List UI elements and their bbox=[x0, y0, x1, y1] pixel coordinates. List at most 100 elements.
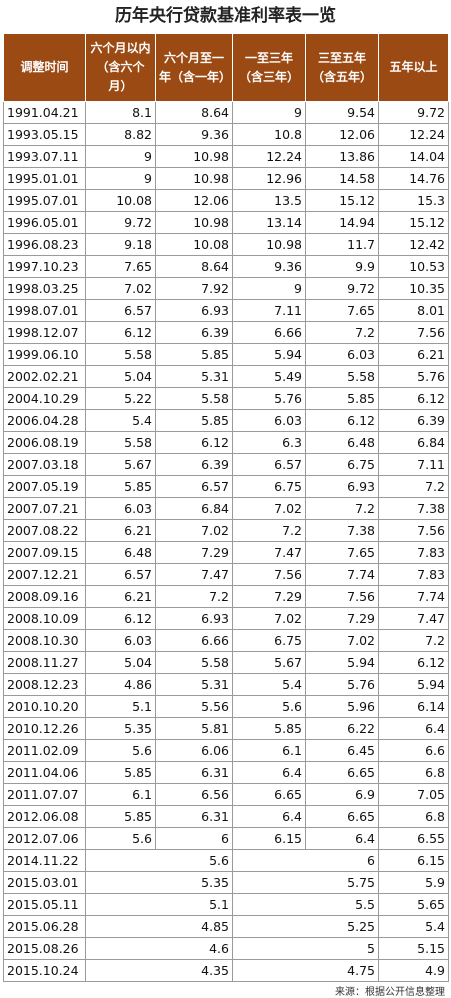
rate-cell: 7.2 bbox=[305, 321, 379, 344]
rate-table: 调整时间 六个月以内（含六个月） 六个月至一年（含一年） 一至三年（含三年） 三至五年（… bbox=[3, 33, 449, 982]
rate-cell: 6.4 bbox=[378, 717, 449, 740]
rate-cell: 7.56 bbox=[378, 321, 449, 344]
date-cell: 2008.10.09 bbox=[3, 607, 86, 630]
rate-cell: 6.12 bbox=[305, 409, 379, 432]
rate-cell: 6.65 bbox=[305, 805, 379, 828]
date-cell: 2015.03.01 bbox=[3, 871, 86, 894]
rate-cell: 6.8 bbox=[378, 761, 449, 784]
rate-cell: 5.5 bbox=[232, 893, 379, 916]
rate-cell: 6.15 bbox=[232, 827, 306, 850]
rate-cell: 7.74 bbox=[378, 585, 449, 608]
table-row: 2008.10.09 6.12 6.93 7.02 7.29 7.47 bbox=[3, 607, 449, 630]
rate-cell: 6.39 bbox=[378, 409, 449, 432]
date-cell: 2007.07.21 bbox=[3, 497, 86, 520]
header-cell: 六个月以内（含六个月） bbox=[85, 33, 156, 102]
date-cell: 2008.12.23 bbox=[3, 673, 86, 696]
table-row: 2006.08.19 5.58 6.12 6.3 6.48 6.84 bbox=[3, 431, 449, 454]
rate-cell: 14.76 bbox=[378, 167, 449, 190]
title: 历年央行贷款基准利率表一览 bbox=[115, 6, 336, 26]
rate-cell: 12.24 bbox=[232, 145, 306, 168]
header-cell: 一至三年（含三年） bbox=[232, 33, 306, 102]
rate-cell: 5.94 bbox=[232, 343, 306, 366]
rate-cell: 7.29 bbox=[232, 585, 306, 608]
rate-cell: 5.85 bbox=[85, 761, 156, 784]
rate-cell: 6.31 bbox=[155, 761, 233, 784]
date-cell: 1998.07.01 bbox=[3, 299, 86, 322]
date-cell: 1993.05.15 bbox=[3, 123, 86, 146]
rate-cell: 10.98 bbox=[232, 233, 306, 256]
rate-cell: 4.86 bbox=[85, 673, 156, 696]
rate-cell: 5.6 bbox=[85, 849, 233, 872]
rate-cell: 10.8 bbox=[232, 123, 306, 146]
rate-cell: 13.14 bbox=[232, 211, 306, 234]
rate-cell: 6.03 bbox=[305, 343, 379, 366]
table-row: 2007.03.18 5.67 6.39 6.57 6.75 7.11 bbox=[3, 453, 449, 476]
rate-cell: 6.66 bbox=[232, 321, 306, 344]
rate-cell: 7.47 bbox=[378, 607, 449, 630]
rate-cell: 12.24 bbox=[378, 123, 449, 146]
rate-cell: 7.47 bbox=[155, 563, 233, 586]
table-row: 2006.04.28 5.4 5.85 6.03 6.12 6.39 bbox=[3, 409, 449, 432]
table-row: 1998.12.07 6.12 6.39 6.66 7.2 7.56 bbox=[3, 321, 449, 344]
table-row: 2015.10.24 4.35 4.75 4.9 bbox=[3, 959, 449, 982]
table-row: 1995.07.01 10.08 12.06 13.5 15.12 15.3 bbox=[3, 189, 449, 212]
table-row: 1998.03.25 7.02 7.92 9 9.72 10.35 bbox=[3, 277, 449, 300]
date-cell: 2002.02.21 bbox=[3, 365, 86, 388]
rate-cell: 12.06 bbox=[155, 189, 233, 212]
rate-cell: 10.08 bbox=[155, 233, 233, 256]
rate-cell: 4.6 bbox=[85, 937, 233, 960]
table-row: 2007.07.21 6.03 6.84 7.02 7.2 7.38 bbox=[3, 497, 449, 520]
rate-cell: 6.45 bbox=[305, 739, 379, 762]
table-row: 2010.10.20 5.1 5.56 5.6 5.96 6.14 bbox=[3, 695, 449, 718]
rate-cell: 5.67 bbox=[85, 453, 156, 476]
rate-cell: 6.06 bbox=[155, 739, 233, 762]
rate-cell: 7.83 bbox=[378, 541, 449, 564]
table-row: 2015.06.28 4.85 5.25 5.4 bbox=[3, 915, 449, 938]
rate-cell: 5.94 bbox=[378, 673, 449, 696]
date-cell: 2007.09.15 bbox=[3, 541, 86, 564]
rate-cell: 5.76 bbox=[305, 673, 379, 696]
rate-cell: 12.42 bbox=[378, 233, 449, 256]
date-cell: 2010.12.26 bbox=[3, 717, 86, 740]
rate-cell: 5.04 bbox=[85, 365, 156, 388]
rate-cell: 5.76 bbox=[232, 387, 306, 410]
rate-cell: 7.02 bbox=[232, 607, 306, 630]
table-row: 2007.09.15 6.48 7.29 7.47 7.65 7.83 bbox=[3, 541, 449, 564]
rate-cell: 7.74 bbox=[305, 563, 379, 586]
rate-cell: 6.03 bbox=[85, 497, 156, 520]
rate-cell: 13.5 bbox=[232, 189, 306, 212]
rate-cell: 4.35 bbox=[85, 959, 233, 982]
rate-cell: 5.67 bbox=[232, 651, 306, 674]
rate-cell: 5.81 bbox=[155, 717, 233, 740]
date-cell: 1996.05.01 bbox=[3, 211, 86, 234]
table-row: 2008.11.27 5.04 5.58 5.67 5.94 6.12 bbox=[3, 651, 449, 674]
rate-cell: 6.1 bbox=[232, 739, 306, 762]
rate-cell: 6.03 bbox=[232, 409, 306, 432]
rate-cell: 12.06 bbox=[305, 123, 379, 146]
rate-cell: 6.03 bbox=[85, 629, 156, 652]
table-row: 2015.03.01 5.35 5.75 5.9 bbox=[3, 871, 449, 894]
rate-cell: 5.49 bbox=[232, 365, 306, 388]
header-cell: 调整时间 bbox=[3, 33, 86, 102]
rate-cell: 7.02 bbox=[155, 519, 233, 542]
rate-cell: 6.57 bbox=[85, 563, 156, 586]
rate-cell: 5.85 bbox=[85, 475, 156, 498]
rate-cell: 8.1 bbox=[85, 101, 156, 124]
table-row: 2011.02.09 5.6 6.06 6.1 6.45 6.6 bbox=[3, 739, 449, 762]
rate-cell: 5.6 bbox=[232, 695, 306, 718]
rate-cell: 4.9 bbox=[378, 959, 449, 982]
rate-cell: 6.75 bbox=[232, 629, 306, 652]
table-row: 1998.07.01 6.57 6.93 7.11 7.65 8.01 bbox=[3, 299, 449, 322]
rate-cell: 7.65 bbox=[305, 299, 379, 322]
rate-cell: 6.39 bbox=[155, 453, 233, 476]
rate-cell: 6.65 bbox=[305, 761, 379, 784]
table-row: 2007.12.21 6.57 7.47 7.56 7.74 7.83 bbox=[3, 563, 449, 586]
rate-cell: 10.98 bbox=[155, 145, 233, 168]
table-row: 2007.08.22 6.21 7.02 7.2 7.38 7.56 bbox=[3, 519, 449, 542]
date-cell: 2011.02.09 bbox=[3, 739, 86, 762]
table-row: 2008.12.23 4.86 5.31 5.4 5.76 5.94 bbox=[3, 673, 449, 696]
rate-cell: 6.21 bbox=[85, 519, 156, 542]
date-cell: 1998.03.25 bbox=[3, 277, 86, 300]
date-cell: 2010.10.20 bbox=[3, 695, 86, 718]
